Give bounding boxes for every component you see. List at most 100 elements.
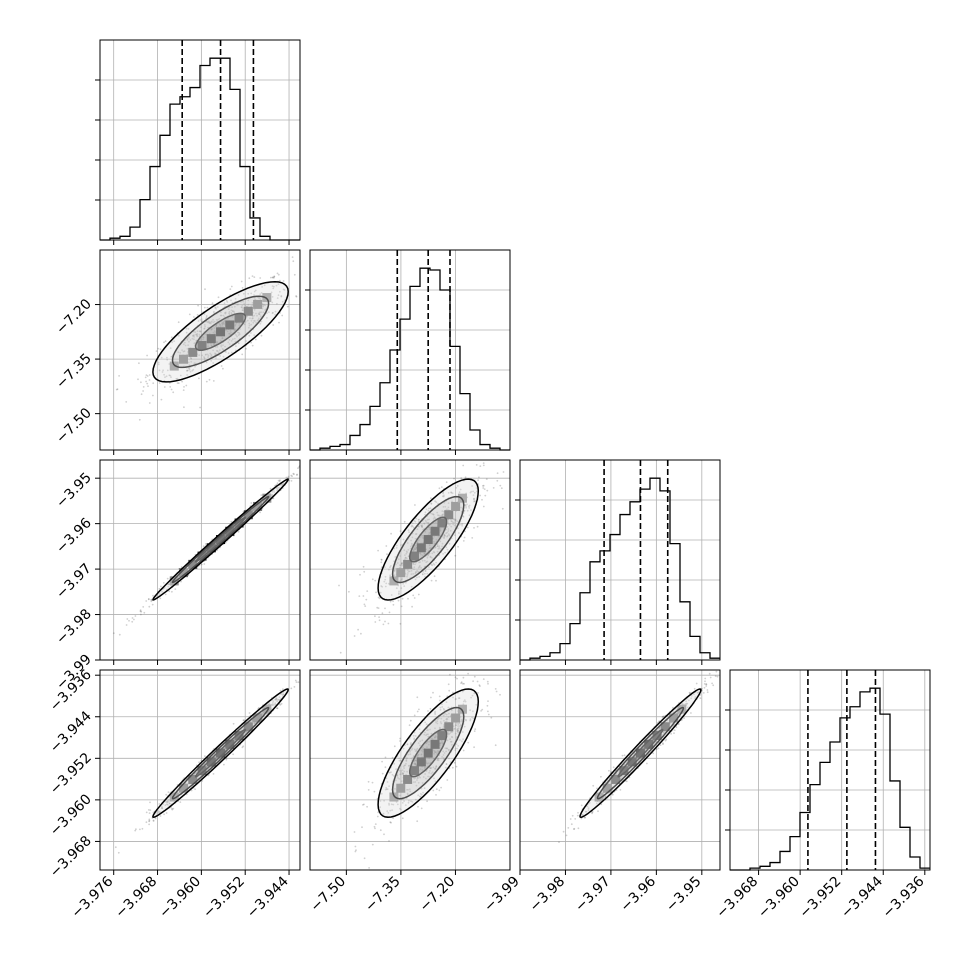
sample-point xyxy=(179,351,182,354)
sample-point xyxy=(219,355,222,357)
sample-point xyxy=(242,309,245,312)
sample-point xyxy=(405,557,408,560)
sample-point xyxy=(337,647,339,649)
sample-point xyxy=(442,714,445,717)
sample-point xyxy=(422,571,425,573)
panel-content xyxy=(310,460,510,660)
sample-point xyxy=(399,622,402,625)
sample-point xyxy=(250,319,253,322)
sample-point xyxy=(180,580,182,583)
sample-point xyxy=(280,295,283,298)
sample-point xyxy=(487,713,490,716)
sample-point xyxy=(427,521,430,524)
sample-point xyxy=(437,548,440,550)
sample-point xyxy=(244,321,247,323)
sample-point xyxy=(438,726,441,729)
sample-point xyxy=(404,556,407,559)
sample-point xyxy=(410,573,413,575)
sample-point xyxy=(384,766,387,769)
sample-point xyxy=(273,275,276,278)
scatter-panel-0-3: −3.968−3.960−3.952−3.944−3.936 xyxy=(47,647,339,881)
density-cell xyxy=(188,559,198,569)
sample-point xyxy=(276,707,279,710)
sample-point xyxy=(574,818,577,820)
sample-point xyxy=(686,706,689,709)
sample-point xyxy=(426,556,429,559)
sample-point xyxy=(148,823,151,826)
sample-point xyxy=(271,285,274,287)
sample-point xyxy=(428,544,431,547)
sample-point xyxy=(199,330,202,333)
sample-point xyxy=(675,708,678,710)
sample-point xyxy=(213,320,216,323)
sample-point xyxy=(303,274,305,276)
sample-point xyxy=(460,682,462,685)
panel-frame xyxy=(309,459,511,661)
sample-point xyxy=(281,300,284,303)
sample-point xyxy=(222,344,224,347)
sample-point xyxy=(161,590,164,593)
contour-level-2 xyxy=(377,688,480,819)
sample-point xyxy=(259,298,262,300)
sample-point xyxy=(435,765,438,768)
sample-point xyxy=(208,320,210,323)
sample-point xyxy=(400,808,402,811)
y-tick-label: −7.50 xyxy=(53,405,95,447)
x-tick-label: −3.936 xyxy=(880,873,928,921)
sample-point xyxy=(444,766,447,769)
sample-point xyxy=(465,719,467,722)
sample-point xyxy=(385,786,388,789)
sample-point xyxy=(406,551,408,554)
sample-point xyxy=(416,820,419,823)
sample-point xyxy=(300,468,302,470)
sample-point xyxy=(439,708,442,711)
sample-point xyxy=(162,369,165,372)
sample-point xyxy=(229,329,232,332)
sample-point xyxy=(415,571,417,574)
sample-point xyxy=(374,615,376,618)
sample-point xyxy=(159,348,162,351)
sample-point xyxy=(278,698,280,701)
sample-point xyxy=(302,681,304,683)
sample-point xyxy=(703,686,706,689)
density-cell xyxy=(225,320,235,330)
sample-point xyxy=(420,524,422,527)
sample-point xyxy=(612,766,615,769)
sample-point xyxy=(237,530,240,533)
x-tick-label: −7.50 xyxy=(308,874,350,916)
density-cell xyxy=(206,543,216,553)
sample-point xyxy=(390,821,392,824)
sample-point xyxy=(584,810,587,813)
sample-point xyxy=(690,712,692,714)
sample-point xyxy=(443,752,446,754)
density-cell xyxy=(234,518,244,528)
sample-point xyxy=(216,350,219,353)
sample-point xyxy=(414,777,417,779)
sample-point xyxy=(380,559,383,561)
sample-point xyxy=(170,356,173,358)
sample-point xyxy=(202,338,204,341)
sample-point xyxy=(151,603,154,606)
sample-point xyxy=(439,527,442,530)
sample-point xyxy=(399,770,401,772)
sample-point xyxy=(207,342,209,345)
sample-point xyxy=(418,708,420,711)
sample-point xyxy=(140,613,142,616)
sample-point xyxy=(172,391,175,394)
sample-point xyxy=(216,346,219,348)
sample-point xyxy=(186,374,189,376)
sample-point xyxy=(164,593,167,596)
sample-point xyxy=(470,509,472,511)
density-cell xyxy=(225,526,235,536)
sample-point xyxy=(445,528,448,531)
sample-point xyxy=(214,307,217,309)
sample-point xyxy=(147,598,150,600)
sample-point xyxy=(215,357,217,359)
sample-point xyxy=(426,560,429,563)
sample-point xyxy=(363,570,366,573)
sample-point xyxy=(433,736,436,739)
sample-point xyxy=(405,552,408,555)
sample-point xyxy=(238,322,241,325)
sample-point xyxy=(423,522,425,525)
sample-point xyxy=(179,374,182,377)
